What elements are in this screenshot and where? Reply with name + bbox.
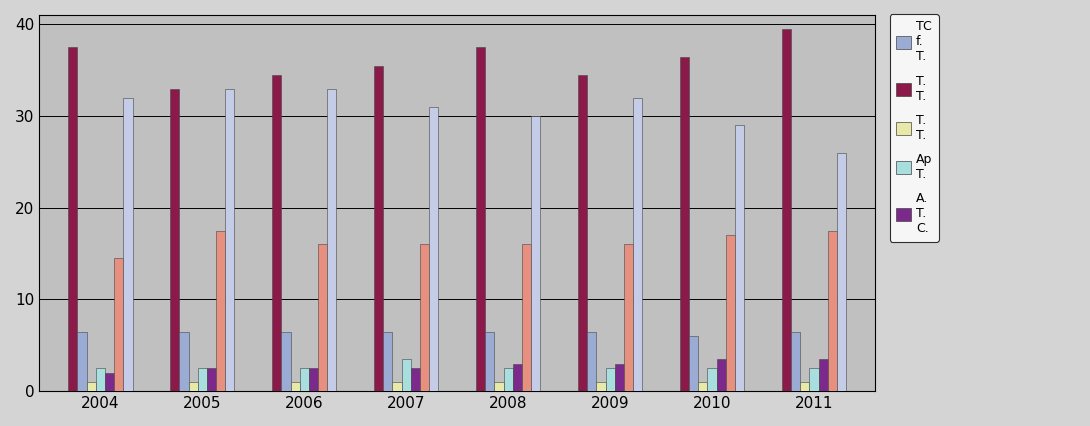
Bar xyxy=(707,368,716,391)
Bar xyxy=(476,47,485,391)
Bar xyxy=(207,368,216,391)
Bar xyxy=(272,75,281,391)
Bar xyxy=(180,331,189,391)
Bar xyxy=(291,382,300,391)
Bar xyxy=(791,331,800,391)
Bar xyxy=(77,331,86,391)
Bar xyxy=(401,359,411,391)
Bar xyxy=(689,336,699,391)
Bar xyxy=(716,359,726,391)
Bar xyxy=(170,89,180,391)
Bar xyxy=(105,373,114,391)
Bar xyxy=(86,382,96,391)
Bar xyxy=(392,382,401,391)
Legend: TC
f.
T., T.
T., T.
T., Ap
T., A.
T.
C.: TC f. T., T. T., T. T., Ap T., A. T. C. xyxy=(889,14,938,242)
Bar xyxy=(495,382,504,391)
Bar xyxy=(123,98,133,391)
Bar xyxy=(281,331,291,391)
Bar xyxy=(699,382,707,391)
Bar xyxy=(680,57,689,391)
Bar xyxy=(197,368,207,391)
Bar xyxy=(485,331,495,391)
Bar xyxy=(782,29,791,391)
Bar xyxy=(596,382,606,391)
Bar xyxy=(420,245,429,391)
Bar xyxy=(735,125,744,391)
Bar xyxy=(827,231,837,391)
Bar xyxy=(623,245,633,391)
Bar xyxy=(327,89,337,391)
Bar xyxy=(504,368,512,391)
Bar xyxy=(308,368,318,391)
Bar xyxy=(374,66,384,391)
Bar xyxy=(429,107,438,391)
Bar xyxy=(69,47,77,391)
Bar xyxy=(522,245,531,391)
Bar xyxy=(810,368,819,391)
Bar xyxy=(411,368,420,391)
Bar xyxy=(819,359,827,391)
Bar xyxy=(615,364,623,391)
Bar xyxy=(726,235,735,391)
Bar xyxy=(96,368,105,391)
Bar xyxy=(384,331,392,391)
Bar xyxy=(800,382,810,391)
Bar xyxy=(512,364,522,391)
Bar xyxy=(189,382,197,391)
Bar xyxy=(633,98,642,391)
Bar xyxy=(837,153,846,391)
Bar xyxy=(606,368,615,391)
Bar xyxy=(216,231,226,391)
Bar xyxy=(226,89,234,391)
Bar xyxy=(588,331,596,391)
Bar xyxy=(318,245,327,391)
Bar xyxy=(114,258,123,391)
Bar xyxy=(578,75,588,391)
Bar xyxy=(531,116,541,391)
Bar xyxy=(300,368,308,391)
